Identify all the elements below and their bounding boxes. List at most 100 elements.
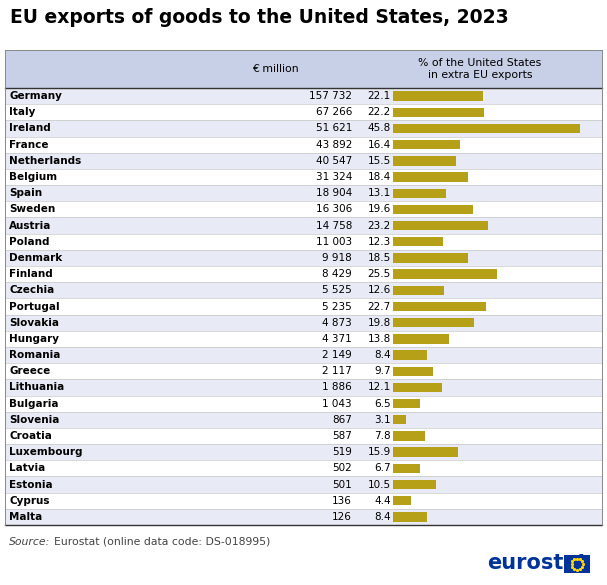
Text: 23.2: 23.2	[368, 221, 391, 230]
Text: € million: € million	[252, 64, 298, 74]
Bar	[5, 331, 602, 347]
Bar	[393, 350, 427, 360]
Text: 19.6: 19.6	[368, 204, 391, 214]
Text: 8.4: 8.4	[375, 350, 391, 360]
Text: Eurostat (online data code: DS-018995): Eurostat (online data code: DS-018995)	[47, 537, 270, 547]
Text: Austria: Austria	[9, 221, 52, 230]
Text: 16 306: 16 306	[316, 204, 352, 214]
Text: 2 117: 2 117	[322, 366, 352, 376]
Text: Hungary: Hungary	[9, 334, 59, 344]
Text: 15.9: 15.9	[368, 447, 391, 457]
Bar	[5, 218, 602, 233]
Bar	[393, 124, 580, 133]
Text: 43 892: 43 892	[316, 140, 352, 150]
Bar	[393, 205, 473, 214]
Bar	[5, 363, 602, 379]
Text: Slovakia: Slovakia	[9, 318, 59, 328]
Bar	[393, 318, 474, 328]
Text: Czechia: Czechia	[9, 285, 54, 295]
Text: 8.4: 8.4	[375, 512, 391, 522]
Text: 16.4: 16.4	[368, 140, 391, 150]
Bar	[5, 153, 602, 169]
Bar	[5, 250, 602, 266]
Bar	[5, 233, 602, 250]
Text: 9.7: 9.7	[375, 366, 391, 376]
Text: 14 758: 14 758	[316, 221, 352, 230]
Text: 12.1: 12.1	[368, 383, 391, 393]
Text: Slovenia: Slovenia	[9, 415, 59, 425]
Bar	[393, 431, 425, 441]
Bar	[5, 104, 602, 121]
Bar	[5, 185, 602, 201]
Text: 15.5: 15.5	[368, 156, 391, 166]
Bar	[393, 270, 497, 279]
Bar	[5, 282, 602, 298]
Text: 31 324: 31 324	[316, 172, 352, 182]
Text: 18.4: 18.4	[368, 172, 391, 182]
Bar	[5, 444, 602, 460]
Text: eurostat: eurostat	[487, 553, 588, 573]
Text: Portugal: Portugal	[9, 301, 59, 311]
Bar	[5, 136, 602, 153]
Text: 6.5: 6.5	[375, 398, 391, 408]
Text: Lithuania: Lithuania	[9, 383, 64, 393]
Text: 10.5: 10.5	[368, 480, 391, 490]
Bar	[5, 121, 602, 136]
Bar	[393, 464, 420, 473]
Text: 25.5: 25.5	[368, 269, 391, 279]
Text: 587: 587	[332, 431, 352, 441]
Text: 9 918: 9 918	[322, 253, 352, 263]
Text: 502: 502	[332, 463, 352, 473]
Bar	[393, 334, 449, 343]
Bar	[393, 285, 444, 295]
Text: Croatia: Croatia	[9, 431, 52, 441]
Text: 5 235: 5 235	[322, 301, 352, 311]
Text: 136: 136	[332, 495, 352, 505]
Text: 867: 867	[332, 415, 352, 425]
Text: 1 886: 1 886	[322, 383, 352, 393]
Text: 7.8: 7.8	[375, 431, 391, 441]
Text: EU exports of goods to the United States, 2023: EU exports of goods to the United States…	[10, 8, 509, 27]
Text: Italy: Italy	[9, 107, 35, 117]
Bar	[393, 156, 456, 166]
Text: 157 732: 157 732	[309, 91, 352, 101]
Bar	[393, 480, 436, 489]
Text: Romania: Romania	[9, 350, 60, 360]
Bar	[393, 221, 487, 230]
Bar	[393, 415, 405, 425]
Text: Sweden: Sweden	[9, 204, 55, 214]
Text: 18.5: 18.5	[368, 253, 391, 263]
Text: 6.7: 6.7	[375, 463, 391, 473]
Text: 12.6: 12.6	[368, 285, 391, 295]
Text: 22.1: 22.1	[368, 91, 391, 101]
Bar	[564, 555, 590, 573]
Text: 45.8: 45.8	[368, 123, 391, 133]
Text: Source:: Source:	[9, 537, 50, 547]
Text: Netherlands: Netherlands	[9, 156, 81, 166]
Text: Poland: Poland	[9, 237, 50, 247]
Bar	[393, 367, 433, 376]
Text: Spain: Spain	[9, 188, 42, 198]
Text: 51 621: 51 621	[316, 123, 352, 133]
Bar	[5, 476, 602, 493]
Text: 8 429: 8 429	[322, 269, 352, 279]
Text: 12.3: 12.3	[368, 237, 391, 247]
Bar	[5, 395, 602, 412]
Bar	[5, 266, 602, 282]
Bar	[393, 399, 419, 408]
Bar	[5, 493, 602, 509]
Bar	[5, 50, 602, 88]
Bar	[393, 140, 460, 149]
Bar	[393, 108, 484, 117]
Text: Germany: Germany	[9, 91, 62, 101]
Text: 519: 519	[332, 447, 352, 457]
Text: Latvia: Latvia	[9, 463, 46, 473]
Bar	[5, 412, 602, 428]
Text: 4.4: 4.4	[375, 495, 391, 505]
Text: 4 371: 4 371	[322, 334, 352, 344]
Bar	[393, 91, 483, 101]
Bar	[5, 347, 602, 363]
Text: 40 547: 40 547	[316, 156, 352, 166]
Text: Finland: Finland	[9, 269, 53, 279]
Text: 13.8: 13.8	[368, 334, 391, 344]
